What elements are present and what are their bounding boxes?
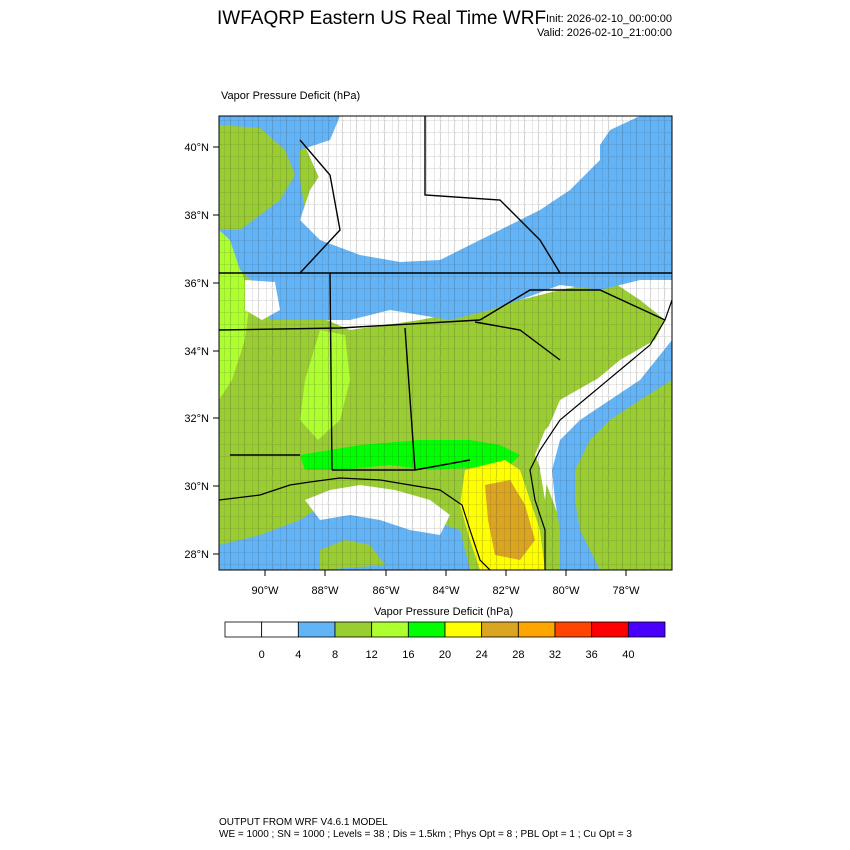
colorbar-label: 28 <box>512 649 524 661</box>
lon-label: 88°W <box>311 585 339 597</box>
colorbar-swatch <box>224 621 263 638</box>
lat-label: 30°N <box>184 481 209 493</box>
lat-label: 40°N <box>184 142 209 154</box>
valid-time: Valid: 2026-02-10_21:00:00 <box>537 27 672 39</box>
lon-label: 78°W <box>612 585 640 597</box>
colorbar-swatch <box>297 621 336 638</box>
lat-label: 36°N <box>184 278 209 290</box>
colorbar-label: 36 <box>586 649 598 661</box>
model-info-line2: WE = 1000 ; SN = 1000 ; Levels = 38 ; Di… <box>219 829 632 840</box>
map-field <box>219 116 672 570</box>
colorbar-label: 24 <box>476 649 488 661</box>
colorbar-swatch <box>627 621 666 638</box>
lon-label: 90°W <box>251 585 279 597</box>
colorbar-label: 20 <box>439 649 451 661</box>
coastline <box>219 299 672 570</box>
lat-label: 32°N <box>184 413 209 425</box>
lon-label: 86°W <box>372 585 400 597</box>
colorbar-label: 0 <box>259 649 265 661</box>
colorbar-label: 12 <box>366 649 378 661</box>
colorbar-swatch <box>444 621 483 638</box>
lat-label: 34°N <box>184 346 209 358</box>
colorbar-swatch <box>371 621 409 638</box>
lat-label: 38°N <box>184 210 209 222</box>
lat-label: 28°N <box>184 549 209 561</box>
lon-label: 82°W <box>492 585 520 597</box>
colorbar-label: 16 <box>402 649 414 661</box>
colorbar-swatch <box>334 621 373 638</box>
longitude-axis: 90°W 88°W 86°W 84°W 82°W 80°W 78°W <box>251 570 640 597</box>
colorbar-label: 40 <box>622 649 634 661</box>
map-title: IWFAQRP Eastern US Real Time WRF <box>217 8 547 29</box>
lon-label: 84°W <box>432 585 460 597</box>
colorbar-swatch <box>407 621 446 638</box>
lon-label: 80°W <box>552 585 580 597</box>
colorbar-swatch <box>554 621 593 638</box>
colorbar-swatch <box>591 621 629 638</box>
colorbar-title: Vapor Pressure Deficit (hPa) <box>374 606 514 618</box>
colorbar-swatch <box>481 621 519 638</box>
plot-subtitle: Vapor Pressure Deficit (hPa) <box>221 90 361 102</box>
colorbar-label: 32 <box>549 649 561 661</box>
colorbar: 0 4 8 12 16 20 24 28 32 36 40 <box>224 621 666 661</box>
colorbar-swatch <box>261 621 299 638</box>
model-info-line1: OUTPUT FROM WRF V4.6.1 MODEL <box>219 817 388 828</box>
colorbar-label: 8 <box>332 649 338 661</box>
county-borders <box>219 116 672 570</box>
state-borders <box>219 116 672 471</box>
colorbar-swatch <box>517 621 556 638</box>
init-time: Init: 2026-02-10_00:00:00 <box>546 13 672 25</box>
latitude-axis: 40°N 38°N 36°N 34°N 32°N 30°N 28°N <box>184 142 219 561</box>
colorbar-label: 4 <box>295 649 301 661</box>
